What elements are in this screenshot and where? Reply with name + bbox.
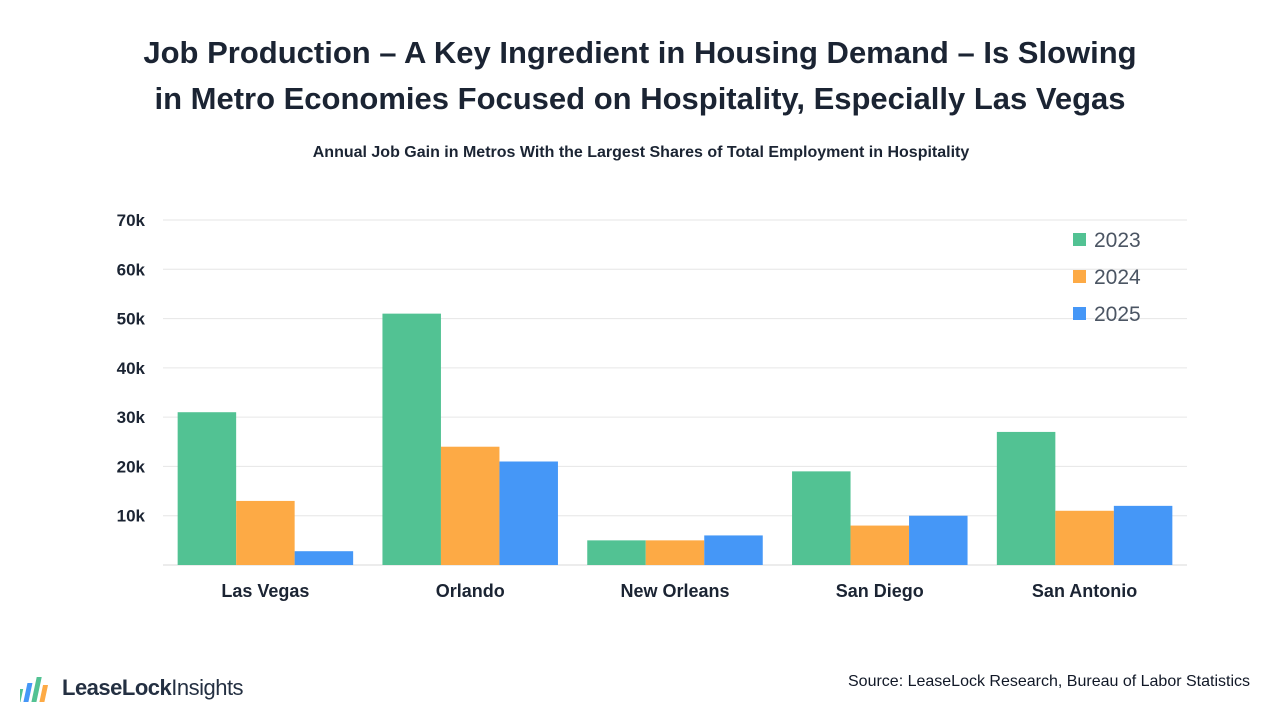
legend-swatch-2024 (1073, 270, 1086, 283)
y-tick-label: 30k (117, 408, 146, 427)
brand-wordmark: LeaseLockInsights (62, 675, 244, 701)
legend-swatch-2023 (1073, 233, 1086, 246)
bar-2023-san-diego (792, 471, 851, 565)
bar-2023-las-vegas (177, 412, 237, 565)
brand-insights: Insights (171, 675, 244, 700)
y-tick-label: 40k (117, 359, 146, 378)
bar-2024-new-orleans (645, 540, 705, 565)
x-tick-label: San Diego (836, 581, 924, 601)
legend-label-2024: 2024 (1094, 266, 1141, 289)
bar-2024-las-vegas (236, 500, 295, 565)
chart-title-line1: Job Production – A Key Ingredient in Hou… (143, 35, 1137, 70)
x-tick-label: Orlando (436, 581, 505, 601)
y-tick-label: 60k (117, 260, 146, 279)
bar-2025-san-antonio (1113, 505, 1173, 565)
bar-2024-orlando (440, 446, 500, 565)
chart-title: Job Production – A Key Ingredient in Hou… (0, 30, 1280, 122)
bar-2025-new-orleans (704, 535, 763, 565)
chart-subtitle: Annual Job Gain in Metros With the Large… (312, 144, 970, 161)
brand-lease: LeaseLock (62, 675, 172, 700)
y-tick-label: 10k (117, 507, 146, 526)
bar-2023-san-antonio (996, 431, 1056, 565)
x-tick-label: New Orleans (620, 581, 729, 601)
bar-2025-orlando (499, 461, 558, 565)
brand-logo: LeaseLockInsights (20, 668, 244, 708)
bar-2023-orlando (382, 313, 441, 565)
x-tick-label: Las Vegas (221, 581, 309, 601)
leaselock-logo-icon (20, 677, 49, 702)
legend-label-2025: 2025 (1094, 303, 1141, 326)
legend-label-2023: 2023 (1094, 229, 1141, 252)
chart-title-line2: in Metro Economies Focused on Hospitalit… (154, 81, 1126, 116)
y-tick-label: 50k (117, 310, 146, 329)
bar-2025-las-vegas (294, 551, 354, 565)
source-note: Source: LeaseLock Research, Bureau of La… (848, 673, 1250, 690)
x-tick-label: San Antonio (1032, 581, 1137, 601)
bar-2024-san-antonio (1055, 510, 1114, 565)
bar-2023-new-orleans (587, 540, 646, 565)
legend-swatch-2025 (1073, 307, 1086, 320)
bar-2025-san-diego (909, 515, 968, 565)
y-tick-label: 70k (117, 211, 146, 230)
bar-2024-san-diego (850, 525, 910, 565)
y-tick-label: 20k (117, 457, 146, 476)
